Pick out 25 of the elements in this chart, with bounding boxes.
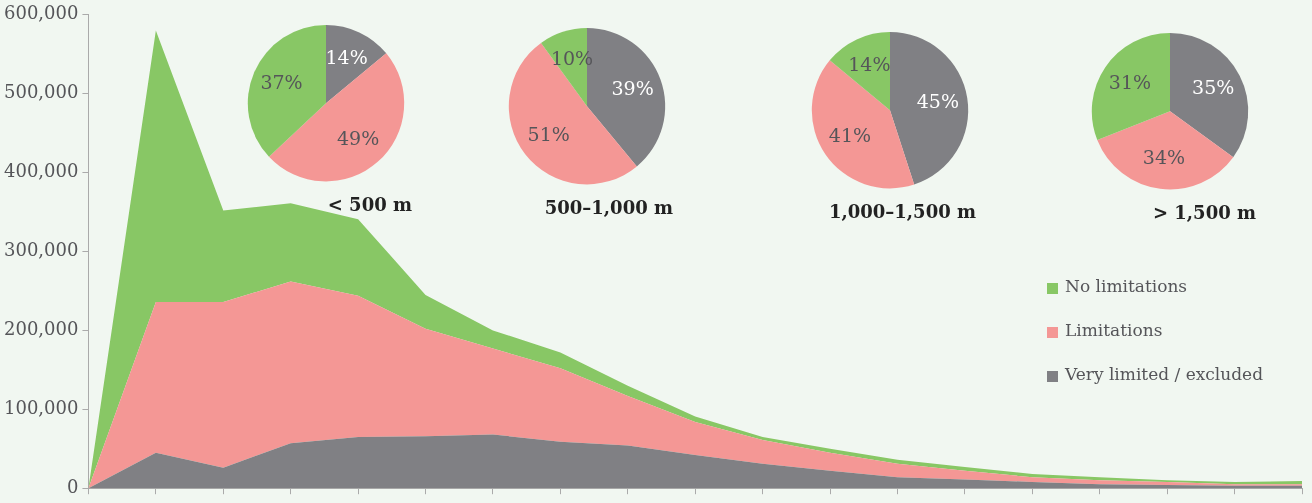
y-tick-label: 200,000 bbox=[4, 318, 79, 340]
legend-label: No limitations bbox=[1065, 276, 1188, 297]
data-label: 51% bbox=[527, 122, 570, 145]
y-tick-label: 500,000 bbox=[4, 81, 79, 103]
data-label: 34% bbox=[1142, 146, 1186, 169]
y-tick-label: 0 bbox=[66, 475, 79, 497]
data-label: 39% bbox=[611, 76, 654, 99]
data-label: 41% bbox=[828, 124, 872, 147]
data-label: 14% bbox=[325, 46, 368, 69]
text: 1,000–1,500 m bbox=[828, 200, 976, 222]
legend-label: Limitations bbox=[1065, 320, 1163, 341]
data-label: 14% bbox=[848, 53, 891, 76]
y-tick-label: 300,000 bbox=[4, 239, 79, 261]
text: 500–1,000 m bbox=[544, 196, 673, 218]
data-label: 45% bbox=[916, 89, 959, 112]
data-label: 37% bbox=[260, 70, 303, 93]
data-label: 35% bbox=[1192, 76, 1235, 99]
text: < 500 m bbox=[327, 193, 412, 215]
y-tick-label: 400,000 bbox=[4, 160, 79, 182]
legend-label: Very limited / excluded bbox=[1064, 364, 1264, 385]
data-label: 31% bbox=[1108, 70, 1152, 93]
text: > 1,500 m bbox=[1152, 201, 1256, 223]
y-tick-label: 100,000 bbox=[4, 396, 79, 418]
data-label: 49% bbox=[336, 126, 380, 149]
y-tick-label: 600,000 bbox=[4, 2, 79, 24]
